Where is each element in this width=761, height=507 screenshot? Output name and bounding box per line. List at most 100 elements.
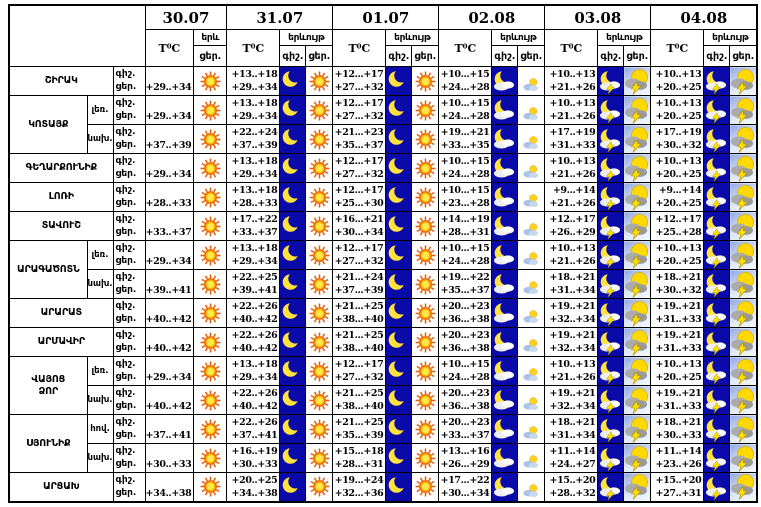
moon-icon xyxy=(387,213,411,239)
weather-icon-cell xyxy=(305,327,334,357)
weather-icon-cell xyxy=(517,153,546,183)
weather-icon-cell xyxy=(193,182,228,212)
moon-icon xyxy=(281,68,305,94)
moon-icon xyxy=(281,474,305,500)
sun-behind-cloud-icon xyxy=(519,251,544,266)
moon-cloud-icon xyxy=(493,329,517,355)
temperature-cell: +22..+26 +40..+42 xyxy=(226,385,281,415)
weather-icon-cell xyxy=(597,385,625,415)
moon-cloud-lightning-icon xyxy=(705,329,729,355)
temperature-cell: +14...+19 +28...+31 xyxy=(438,211,493,241)
weather-icon-cell xyxy=(517,327,546,357)
temperature-cell: +12..+17 +25..+28 xyxy=(650,211,705,241)
weather-icon-cell xyxy=(193,298,228,328)
weather-icon-cell xyxy=(623,211,652,241)
weather-icon-cell xyxy=(193,124,228,154)
night-header: գիշ. xyxy=(491,45,519,67)
temperature-cell: +19...+21 +33...+35 xyxy=(438,124,493,154)
night-day-row-label: գիշ. ցեր. xyxy=(112,95,146,125)
sun-icon xyxy=(195,157,226,180)
sun-behind-cloud-icon xyxy=(519,77,544,92)
weather-icon-cell xyxy=(597,414,625,444)
temperature-cell: +13..+18 +28..+33 xyxy=(226,182,281,212)
sun-cloud-lightning-icon xyxy=(625,387,650,414)
moon-icon xyxy=(281,126,305,152)
weather-icon-cell xyxy=(623,385,652,415)
temperature-cell: +10..+13 +21..+26 xyxy=(544,95,599,125)
sun-icon xyxy=(413,447,438,470)
forecast-row: ԼՈՌԻ գիշ. ցեր. +28..+33 +13..+18 +28..+33 +12.… xyxy=(8,182,758,212)
weather-icon-cell xyxy=(623,95,652,125)
region-name: ԿՈՏԱՅՔ xyxy=(8,95,88,154)
forecast-row: ՎԱՅՈՑ ՁՈՐ լեռ. գիշ. ցեր. +29..+34 +13..+18 +29… xyxy=(8,356,758,415)
weather-icon-cell xyxy=(703,95,731,125)
temperature-header: T⁰C xyxy=(438,29,493,67)
temperature-cell: +20...+23 +36...+38 xyxy=(438,327,493,357)
zone-label: նախ. xyxy=(86,443,114,473)
temperature-cell: +17...+22 +30...+34 xyxy=(438,472,493,502)
weather-icon-cell xyxy=(305,240,334,270)
phenomenon-header: երևույթ xyxy=(491,29,546,46)
sun-icon xyxy=(195,215,226,238)
weather-icon-cell xyxy=(305,153,334,183)
sun-icon xyxy=(307,157,332,180)
moon-cloud-lightning-icon xyxy=(599,474,623,500)
temperature-cell: +12...+17 +27...+32 xyxy=(332,153,387,183)
weather-icon-cell xyxy=(703,472,731,502)
moon-cloud-lightning-icon xyxy=(705,68,729,94)
moon-cloud-lightning-icon xyxy=(705,97,729,123)
sun-behind-cloud-icon xyxy=(519,454,544,469)
moon-cloud-lightning-icon xyxy=(599,416,623,442)
forecast-row: ԳԵՂԱՐՔՈՒՆԻՔ գիշ. ցեր. +29..+34 +13..+18 +29..… xyxy=(8,153,758,183)
moon-icon xyxy=(281,155,305,181)
region-name: ԱՐՑԱԽ xyxy=(8,472,114,502)
weather-icon-cell xyxy=(491,472,519,502)
phenomenon-header: երևույթ xyxy=(385,29,440,46)
sun-cloud-lightning-icon xyxy=(625,329,650,356)
temperature-cell: +22..+26 +40..+42 xyxy=(226,298,281,328)
forecast-row: ՍՅՈՒՆԻՔ հով. գիշ. ցեր. +37..+41 +22..+26 +37..… xyxy=(8,414,758,473)
temperature-cell: +40..+42 xyxy=(144,385,195,415)
sun-cloud-lightning-icon xyxy=(731,358,757,385)
moon-cloud-icon xyxy=(493,300,517,326)
weather-icon-cell xyxy=(279,66,307,96)
moon-icon xyxy=(281,300,305,326)
moon-cloud-icon xyxy=(493,126,517,152)
moon-icon xyxy=(387,358,411,384)
zone-label: լեռ. xyxy=(86,95,114,125)
weather-icon-cell xyxy=(597,211,625,241)
moon-icon xyxy=(387,126,411,152)
weather-icon-cell xyxy=(703,443,731,473)
weather-icon-cell xyxy=(597,95,625,125)
weather-icon-cell xyxy=(193,66,228,96)
weather-icon-cell xyxy=(305,66,334,96)
sun-cloud-lightning-icon xyxy=(731,387,757,414)
weather-icon-cell xyxy=(279,269,307,299)
weather-icon-cell xyxy=(411,269,440,299)
zone-label: լեռ. xyxy=(86,356,114,386)
region-name: ԱՐՄԱՎԻՐ xyxy=(8,327,114,357)
weather-icon-cell xyxy=(623,124,652,154)
night-day-row-label: գիշ. ցեր. xyxy=(112,443,146,473)
moon-cloud-lightning-icon xyxy=(599,97,623,123)
temperature-cell: +12...+17 +25...+30 xyxy=(332,182,387,212)
moon-icon xyxy=(281,358,305,384)
moon-icon xyxy=(281,445,305,471)
night-day-row-label: գիշ. ցեր. xyxy=(112,182,146,212)
weather-icon-cell xyxy=(517,95,546,125)
temperature-cell: +11..+14 +24..+27 xyxy=(544,443,599,473)
weather-icon-cell xyxy=(279,124,307,154)
temperature-cell: +21...+25 +38...+40 xyxy=(332,327,387,357)
moon-cloud-lightning-icon xyxy=(599,126,623,152)
moon-cloud-icon xyxy=(493,416,517,442)
sun-cloud-lightning-icon xyxy=(731,416,757,443)
weather-icon-cell xyxy=(411,472,440,502)
moon-icon xyxy=(387,242,411,268)
weather-icon-cell xyxy=(491,182,519,212)
weather-icon-cell xyxy=(623,356,652,386)
temperature-cell: +10..+13 +20..+25 xyxy=(650,153,705,183)
temperature-cell: +10..+13 +20..+25 xyxy=(650,95,705,125)
sun-icon xyxy=(413,331,438,354)
sun-icon xyxy=(307,418,332,441)
weather-icon-cell xyxy=(597,443,625,473)
